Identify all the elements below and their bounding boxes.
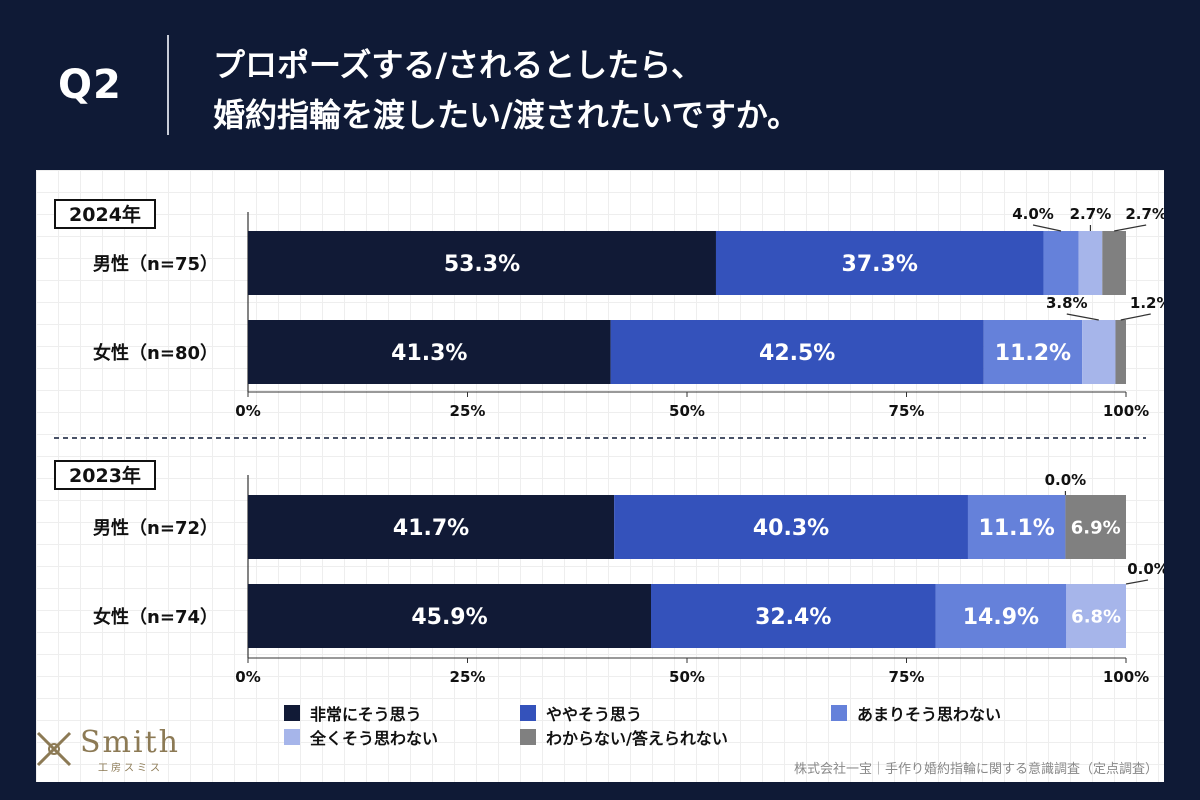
panel-year-box [54,460,156,490]
ring-cross-icon [36,731,72,767]
data-label: 4.0% [1012,205,1054,223]
data-label: 40.3% [753,516,829,541]
bar-segment-strongly-agree [248,584,652,648]
category-label: 男性（n=75） [93,253,218,275]
data-label: 14.9% [963,605,1039,630]
category-label: 女性（n=80） [93,342,218,364]
data-label: 2.7% [1125,205,1164,223]
bar-segment-somewhat-agree [715,231,1044,295]
bar-segment-strongly-disagree [1082,320,1116,384]
logo-subtitle: 工房スミス [98,763,163,774]
data-label: 53.3% [444,252,520,277]
header: Q2 プロポーズする/されるとしたら、 婚約指輪を渡したい/渡されたいですか。 [0,0,1200,170]
data-label: 0.0% [1045,471,1087,489]
legend-swatch [284,705,300,721]
legend-label: 全くそう思わない [310,729,439,748]
data-label: 6.9% [1071,517,1121,538]
category-label: 男性（n=72） [93,517,218,539]
bar-segment-dont-know [1065,495,1126,559]
bar-segment-strongly-disagree [1066,584,1126,648]
bar-segment-dont-know [1102,231,1126,295]
header-divider [167,35,169,135]
logo-wordmark: Smith [80,725,180,760]
bar-segment-strongly-agree [248,495,615,559]
source-note: 株式会社一宝｜手作り婚約指輪に関する意識調査（定点調査） [793,762,1158,777]
leader-line [1114,224,1147,232]
data-label: 37.3% [842,252,918,277]
x-tick-label: 75% [889,668,925,686]
legend-label: 非常にそう思う [310,705,422,724]
category-label: 女性（n=74） [93,606,218,628]
legend-item-strongly-disagree: 全くそう思わない [284,726,438,748]
data-label: 11.1% [979,516,1055,541]
title-line-1: プロポーズする/されるとしたら、 [213,46,704,84]
data-label: 1.2% [1130,294,1164,312]
x-tick-label: 50% [669,402,705,420]
leader-line [1125,579,1149,585]
bar-segment-strongly-agree [248,320,611,384]
data-label: 41.7% [393,516,469,541]
data-label: 6.8% [1071,606,1121,627]
panel-year-label: 2024年 [69,203,141,226]
question-number: Q2 [58,62,122,108]
data-label: 32.4% [755,605,831,630]
legend-item-somewhat-agree: ややそう思う [520,702,642,724]
legend-label: わからない/答えられない [546,729,728,748]
bar-segment-somewhat-agree [614,495,968,559]
legend-swatch [520,729,536,745]
chart-panel: 2024年 0% 25% 50% 75% 100% 男性（n=75） 53.3% 37.3% 4.… [36,170,1164,782]
bar-segment-somewhat-disagree [967,495,1066,559]
x-tick-label: 50% [669,668,705,686]
data-label: 0.0% [1127,560,1164,578]
x-tick-label: 0% [235,668,260,686]
data-label: 45.9% [411,605,487,630]
legend-swatch [520,705,536,721]
title-line-2: 婚約指輪を渡したい/渡されたいですか。 [213,96,800,134]
leader-line [1066,313,1099,321]
data-label: 2.7% [1070,205,1112,223]
leader-line [1032,224,1062,232]
bar-segment-somewhat-disagree [935,584,1067,648]
legend-item-strongly-agree: 非常にそう思う [284,702,422,724]
panel-year-box [54,199,156,229]
bar-segment-somewhat-disagree [1043,231,1079,295]
bar-segment-somewhat-disagree [983,320,1083,384]
bar-segment-somewhat-agree [651,584,936,648]
leader-line [1120,313,1151,321]
data-label: 3.8% [1046,294,1088,312]
panel-year-label: 2023年 [69,464,141,487]
data-label: 41.3% [391,341,467,366]
legend-label: ややそう思う [546,705,643,724]
x-tick-label: 100% [1103,402,1149,420]
bar-segment-strongly-agree [248,231,716,295]
bar-segment-strongly-disagree [1078,231,1103,295]
bar-segment-dont-know [1115,320,1126,384]
x-tick-label: 25% [450,668,486,686]
x-tick-label: 25% [450,402,486,420]
data-label: 42.5% [759,341,835,366]
x-tick-label: 0% [235,402,260,420]
chart-area: 2024年 0% 25% 50% 75% 100% 男性（n=75） 53.3% 37.3% 4.… [54,199,1164,686]
data-label: 11.2% [995,341,1071,366]
legend-item-somewhat-disagree: あまりそう思わない [831,702,1001,724]
legend-swatch [831,705,847,721]
bar-segment-somewhat-agree [610,320,984,384]
x-tick-label: 75% [889,402,925,420]
legend-label: あまりそう思わない [857,705,1002,724]
legend-swatch [284,729,300,745]
legend-item-dont-know: わからない/答えられない [520,726,728,748]
smith-logo: Smith 工房スミス [32,725,212,777]
x-tick-label: 100% [1103,668,1149,686]
